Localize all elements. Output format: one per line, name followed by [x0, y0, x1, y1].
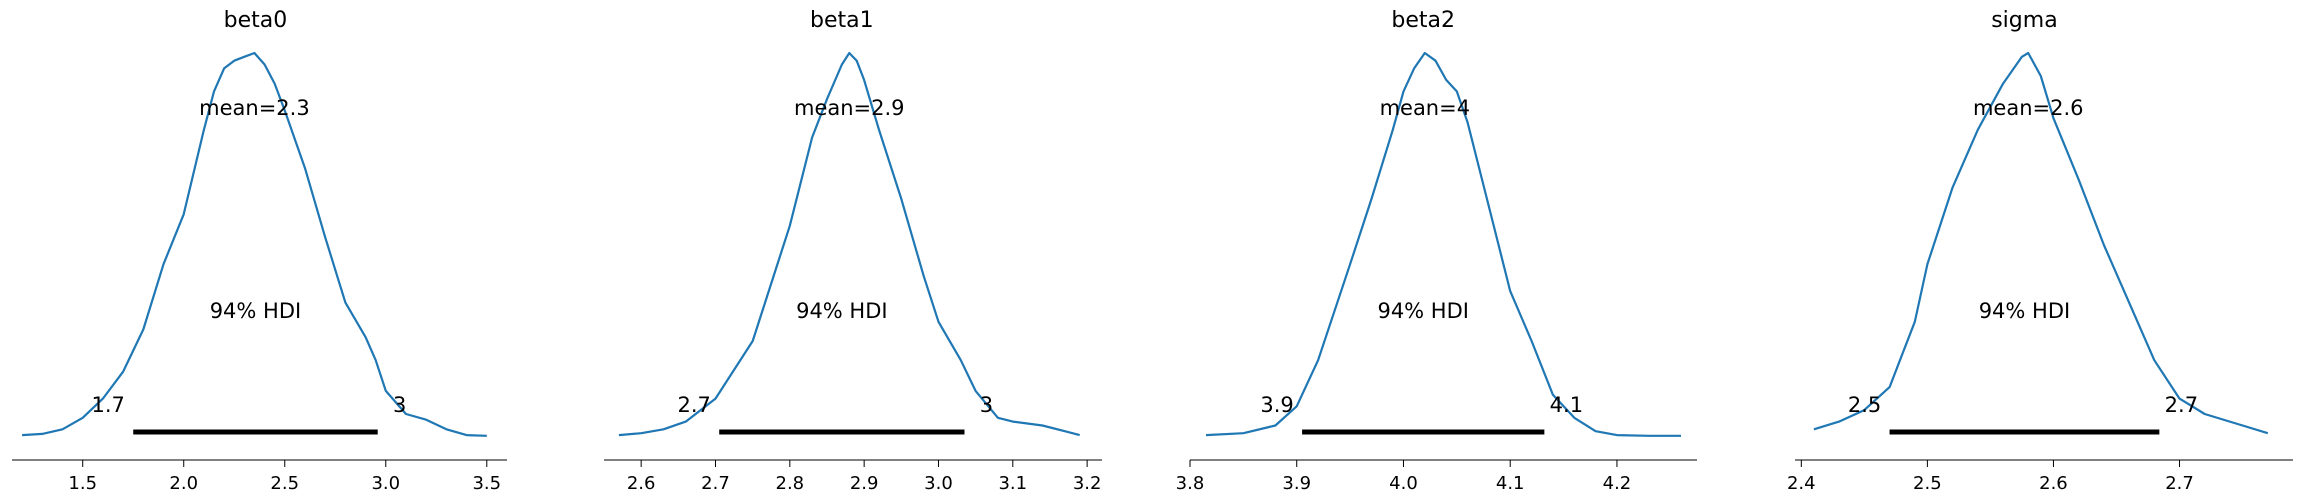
x-tick-label: 3.5: [472, 473, 501, 494]
hdi-high-label: 4.1: [1550, 393, 1583, 417]
x-tick-label: 4.0: [1389, 473, 1418, 494]
x-tick-label: 4.2: [1603, 473, 1632, 494]
density-curve: [618, 51, 1080, 437]
density-curve: [1813, 51, 2269, 435]
mean-label: mean=4: [1380, 96, 1471, 120]
hdi-low-label: 2.5: [1848, 393, 1881, 417]
x-tick-label: 3.0: [371, 473, 400, 494]
x-tick-label: 2.7: [2165, 473, 2194, 494]
panel-beta2: beta2 mean=4 94% HDI 3.9 4.1 3.8 3.9 4.0 4.1 4.2: [1176, 8, 1697, 494]
mean-label: mean=2.6: [1973, 96, 2084, 120]
hdi-high-label: 3: [980, 393, 993, 417]
density-curve: [1205, 51, 1681, 437]
hdi-label: 94% HDI: [796, 299, 888, 323]
hdi-low-label: 2.7: [678, 393, 711, 417]
x-tick-label: 2.6: [2039, 473, 2068, 494]
panel-title: sigma: [1991, 8, 2057, 33]
x-tick-label: 2.6: [627, 473, 656, 494]
x-tick-label: 3.9: [1282, 473, 1311, 494]
x-tick-label: 2.4: [1787, 473, 1816, 494]
density-curve: [22, 51, 487, 437]
mean-label: mean=2.3: [199, 96, 310, 120]
hdi-low-label: 3.9: [1260, 393, 1293, 417]
x-tick-label: 4.1: [1496, 473, 1525, 494]
x-tick-label: 2.9: [850, 473, 879, 494]
x-tick-label: 2.7: [701, 473, 730, 494]
x-tick-label: 3.2: [1073, 473, 1102, 494]
panel-beta0: beta0 mean=2.3 94% HDI 1.7 3 1.5 2.0 2.5 3.0 3.5: [12, 8, 507, 494]
hdi-high-label: 3: [393, 393, 406, 417]
x-tick-label: 2.8: [776, 473, 805, 494]
panel-sigma: sigma mean=2.6 94% HDI 2.5 2.7 2.4 2.5 2.6 2.7: [1787, 8, 2293, 494]
hdi-low-label: 1.7: [92, 393, 125, 417]
x-tick-label: 2.5: [270, 473, 299, 494]
x-tick-label: 3.0: [924, 473, 953, 494]
hdi-label: 94% HDI: [1979, 299, 2071, 323]
x-tick-label: 3.8: [1176, 473, 1205, 494]
x-tick-label: 2.5: [1913, 473, 1942, 494]
hdi-label: 94% HDI: [1377, 299, 1469, 323]
x-tick-label: 3.1: [998, 473, 1027, 494]
panel-title: beta1: [810, 8, 874, 33]
hdi-high-label: 2.7: [2165, 393, 2198, 417]
panel-title: beta0: [224, 8, 288, 33]
panel-title: beta2: [1391, 8, 1455, 33]
hdi-label: 94% HDI: [210, 299, 302, 323]
x-tick-label: 1.5: [68, 473, 97, 494]
mean-label: mean=2.9: [794, 96, 905, 120]
x-tick-label: 2.0: [169, 473, 198, 494]
panel-beta1: beta1 mean=2.9 94% HDI 2.7 3 2.6 2.7 2.8 2.9 3.0 3…: [604, 8, 1102, 494]
